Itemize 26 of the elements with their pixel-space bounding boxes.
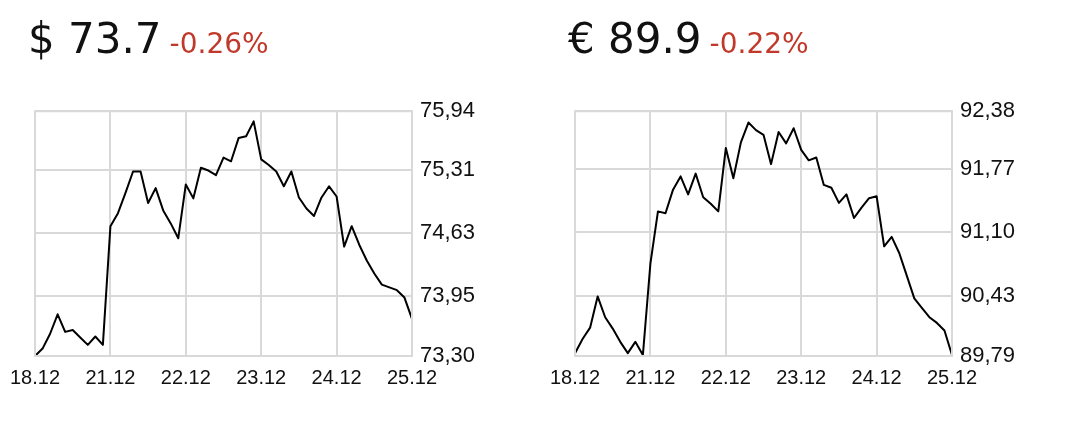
y-tick-label: 75,31 [420, 155, 476, 181]
x-tick-label: 18.12 [9, 365, 61, 388]
x-tick-label: 24.12 [851, 365, 902, 388]
y-tick-label: 90,43 [960, 281, 1016, 307]
y-tick-label: 91,77 [960, 154, 1016, 180]
x-tick-label: 22.12 [160, 365, 211, 388]
y-tick-label: 91,10 [960, 218, 1016, 244]
y-tick-label: 92,38 [960, 97, 1016, 123]
chart-title: € 89.9 [568, 14, 702, 63]
x-tick-label: 23.12 [776, 365, 827, 388]
x-tick-label: 24.12 [311, 365, 362, 388]
x-tick-label: 18.12 [549, 365, 601, 388]
y-tick-label: 73,95 [420, 281, 476, 307]
x-tick-label: 25.12 [926, 365, 978, 388]
chart-title: $ 73.7 [28, 14, 162, 63]
chart-subtitle: -0.26% [169, 27, 269, 60]
x-tick-label: 25.12 [386, 365, 438, 388]
y-tick-label: 74,63 [420, 218, 476, 244]
x-tick-label: 22.12 [700, 365, 751, 388]
chart-subtitle: -0.22% [709, 27, 809, 60]
y-tick-label: 73,30 [420, 342, 476, 368]
x-tick-label: 21.12 [625, 365, 676, 388]
y-tick-label: 75,94 [420, 97, 476, 123]
x-tick-label: 23.12 [236, 365, 287, 388]
x-tick-label: 21.12 [85, 365, 136, 388]
y-tick-label: 89,79 [960, 342, 1016, 368]
